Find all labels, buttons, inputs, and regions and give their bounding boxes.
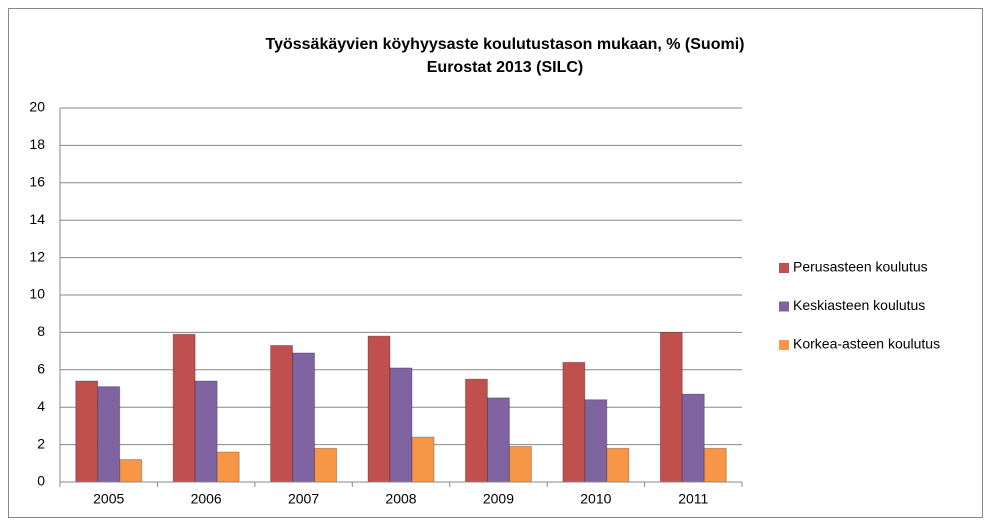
bar	[314, 447, 338, 483]
x-tick-label: 2007	[288, 491, 319, 507]
chart-subtitle: Eurostat 2013 (SILC)	[427, 59, 583, 76]
x-tick-label: 2010	[580, 491, 611, 507]
bar	[97, 386, 121, 483]
bar	[681, 393, 705, 483]
y-tick-label: 12	[29, 248, 45, 264]
y-tick-label: 6	[37, 361, 45, 377]
bar	[411, 436, 435, 483]
y-tick-label: 14	[29, 211, 45, 227]
y-tick-label: 10	[29, 286, 45, 302]
bar	[606, 447, 630, 483]
bar	[172, 333, 196, 483]
bar	[562, 361, 586, 483]
y-tick-label: 8	[37, 323, 45, 339]
legend-label: Keskiasteen koulutus	[793, 297, 925, 313]
x-tick-label: 2005	[93, 491, 124, 507]
bar	[367, 335, 391, 483]
bar	[464, 378, 488, 483]
x-tick-label: 2011	[678, 491, 708, 507]
bar	[270, 344, 294, 483]
legend-swatch	[779, 301, 789, 312]
legend-swatch	[779, 263, 789, 273]
y-tick-label: 4	[37, 398, 45, 414]
bar	[659, 331, 683, 483]
legend-label: Perusasteen koulutus	[793, 259, 928, 275]
chart-title: Työssäkäyvien köyhyysaste koulutustason …	[266, 36, 745, 53]
y-tick-label: 2	[37, 435, 45, 451]
x-tick-label: 2008	[385, 491, 416, 507]
y-tick-label: 20	[29, 99, 45, 115]
bar	[119, 459, 143, 483]
bar	[292, 352, 316, 483]
bar	[703, 447, 727, 483]
bar	[194, 380, 218, 483]
x-tick-label: 2009	[483, 491, 514, 507]
y-tick-label: 16	[29, 174, 45, 190]
bar	[216, 451, 240, 483]
legend-label: Korkea-asteen koulutus	[793, 336, 940, 352]
y-tick-label: 18	[29, 136, 45, 152]
bar	[584, 399, 608, 483]
bar	[508, 445, 532, 483]
legend-swatch	[779, 340, 789, 350]
y-tick-label: 0	[37, 473, 45, 489]
x-tick-label: 2006	[191, 491, 222, 507]
bar	[389, 367, 413, 483]
bar	[75, 380, 99, 483]
bar	[486, 397, 510, 483]
